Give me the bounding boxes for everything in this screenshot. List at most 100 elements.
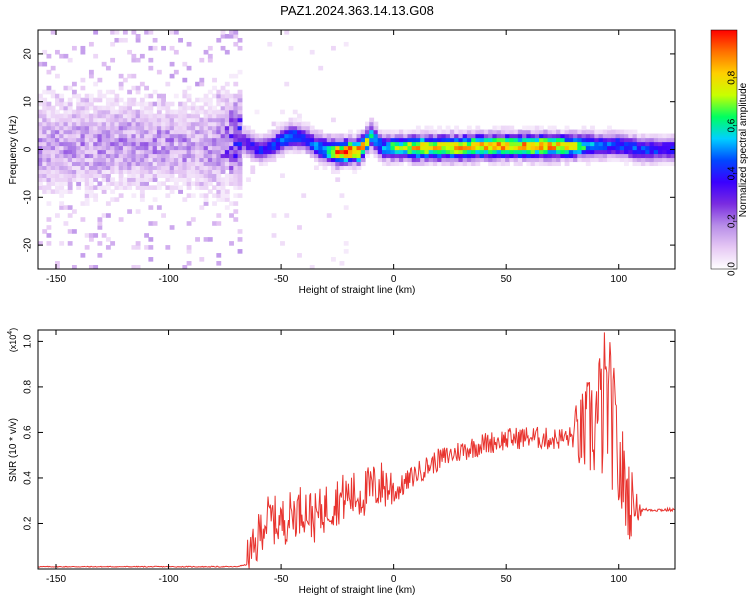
- heatmap-cell: [590, 129, 595, 135]
- heatmap-cell: [471, 149, 477, 155]
- heatmap-cell: [509, 137, 515, 143]
- heatmap-cell: [54, 153, 60, 159]
- heatmap-cell: [38, 173, 43, 178]
- heatmap-cell: [54, 213, 60, 218]
- heatmap-cell: [50, 113, 56, 119]
- heatmap-cell: [178, 101, 183, 107]
- heatmap-cell: [135, 185, 141, 190]
- heatmap-cell: [156, 133, 162, 139]
- heatmap-cell: [488, 141, 493, 147]
- heatmap-cell: [488, 137, 493, 143]
- heatmap-cell: [84, 93, 90, 99]
- heatmap-cell: [93, 117, 99, 123]
- heatmap-cell: [331, 153, 336, 159]
- heatmap-cell: [169, 145, 175, 151]
- heatmap-cell: [335, 169, 341, 174]
- heatmap-cell: [658, 157, 663, 163]
- heatmap-cell: [182, 157, 188, 163]
- heatmap-cell: [148, 245, 154, 250]
- heatmap-cell: [394, 161, 400, 167]
- heatmap-cell: [314, 133, 319, 139]
- heatmap-cell: [432, 133, 438, 139]
- heatmap-cell: [190, 165, 196, 171]
- heatmap-cell: [658, 137, 663, 143]
- heatmap-cell: [207, 97, 213, 103]
- heatmap-cell: [500, 153, 506, 159]
- y-tick-label: 0.4: [23, 471, 34, 485]
- heatmap-cell: [80, 105, 86, 111]
- heatmap-cell: [127, 109, 133, 115]
- heatmap-cell: [38, 165, 43, 171]
- heatmap-cell: [564, 161, 570, 167]
- heatmap-cell: [165, 153, 171, 159]
- heatmap-cell: [59, 101, 65, 107]
- heatmap-cell: [449, 145, 455, 151]
- heatmap-cell: [88, 113, 94, 119]
- heatmap-cell: [122, 121, 128, 127]
- heatmap-cell: [658, 149, 663, 155]
- heatmap-cell: [38, 185, 43, 190]
- heatmap-cell: [131, 109, 137, 115]
- heatmap-cell: [127, 125, 133, 131]
- heatmap-cell: [237, 165, 243, 171]
- heatmap-cell: [59, 181, 65, 186]
- heatmap-cell: [454, 161, 460, 167]
- heatmap-cell: [135, 85, 141, 91]
- heatmap-cell: [441, 141, 447, 147]
- heatmap-cell: [297, 129, 302, 135]
- heatmap-cell: [169, 169, 175, 174]
- heatmap-cell: [88, 41, 94, 47]
- snr-y-multiplier: (x104): [7, 328, 18, 352]
- heatmap-cell: [63, 145, 69, 151]
- heatmap-cell: [135, 137, 141, 143]
- heatmap-cell: [93, 185, 99, 190]
- heatmap-cell: [207, 109, 213, 115]
- heatmap-cell: [63, 141, 69, 147]
- heatmap-cell: [195, 125, 200, 131]
- heatmap-cell: [93, 161, 99, 167]
- heatmap-cell: [488, 149, 493, 155]
- heatmap-cell: [195, 161, 200, 167]
- heatmap-cell: [59, 121, 65, 127]
- heatmap-cell: [547, 141, 553, 147]
- heatmap-cell: [127, 165, 133, 171]
- heatmap-cell: [568, 133, 574, 139]
- heatmap-cell: [59, 161, 65, 167]
- heatmap-cell: [386, 141, 392, 147]
- heatmap-cell: [46, 85, 52, 91]
- heatmap-cell: [653, 149, 659, 155]
- heatmap-cell: [381, 149, 387, 155]
- heatmap-cell: [122, 161, 128, 167]
- heatmap-cell: [169, 121, 175, 127]
- heatmap-cell: [186, 221, 192, 226]
- heatmap-cell: [182, 93, 188, 99]
- heatmap-cell: [54, 117, 60, 123]
- heatmap-cell: [403, 153, 409, 159]
- heatmap-cell: [530, 161, 536, 167]
- heatmap-cell: [135, 89, 141, 95]
- heatmap-cell: [267, 129, 273, 135]
- heatmap-cell: [173, 149, 179, 155]
- heatmap-cell: [161, 117, 166, 123]
- heatmap-cell: [152, 173, 158, 178]
- heatmap-cell: [144, 145, 150, 151]
- heatmap-cell: [645, 149, 651, 155]
- heatmap-cell: [97, 221, 103, 226]
- heatmap-cell: [93, 137, 99, 143]
- heatmap-cell: [318, 149, 324, 155]
- heatmap-cell: [352, 157, 358, 163]
- heatmap-cell: [224, 89, 230, 95]
- heatmap-cell: [84, 149, 90, 155]
- heatmap-cell: [356, 165, 362, 171]
- heatmap-cell: [59, 97, 65, 103]
- heatmap-cell: [148, 145, 154, 151]
- heatmap-cell: [322, 157, 328, 163]
- heatmap-cell: [84, 125, 90, 131]
- heatmap-cell: [97, 145, 103, 151]
- heatmap-cell: [339, 137, 345, 143]
- heatmap-cell: [127, 105, 133, 111]
- heatmap-cell: [339, 133, 345, 139]
- heatmap-cell: [437, 137, 443, 143]
- heatmap-cell: [190, 109, 196, 115]
- heatmap-cell: [522, 133, 527, 139]
